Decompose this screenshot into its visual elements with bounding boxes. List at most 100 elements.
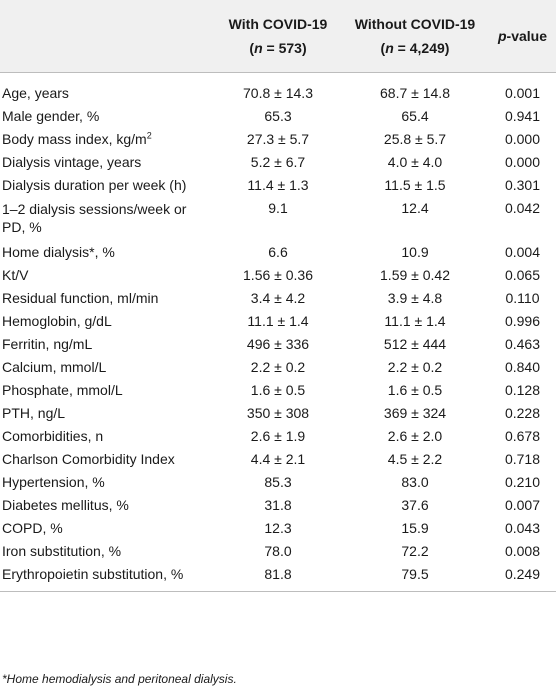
spacer-cell [0,73,556,82]
header-with-covid-title: With COVID-19 [228,16,328,32]
row-label: Charlson Comorbidity Index [0,447,215,470]
cell-with-covid: 4.4 ± 2.1 [250,450,306,467]
cell-with-covid: 1.6 ± 0.5 [250,381,306,398]
cell-without-covid: 11.5 ± 1.5 [384,176,446,193]
row-label: Home dialysis*, % [0,240,215,263]
row-label-superscript: 2 [146,129,152,140]
cell-without-covid: 4.0 ± 4.0 [387,153,443,170]
table-row: Kt/V 1.56 ± 0.36 1.59 ± 0.42 0.065 [0,263,556,286]
cell-without-covid: 1.59 ± 0.42 [380,266,450,283]
header-cell-with-covid: With COVID-19 (n = 573) [215,0,341,73]
cell-without-covid: 12.4 [401,200,429,216]
cell-without-covid: 72.2 [401,542,429,559]
row-label-text: COPD, % [2,519,63,536]
cell-p-value: 0.840 [504,358,541,375]
paren-open: ( [249,40,255,56]
row-label-text: Erythropoietin substitution, % [2,565,184,582]
cell-p-value: 0.210 [504,473,541,490]
data-table: With COVID-19 (n = 573) Without COVID-19… [0,0,556,592]
cell-without-covid: 2.6 ± 2.0 [387,427,443,444]
row-label: Ferritin, ng/mL [0,332,215,355]
cell-without-covid: 2.2 ± 0.2 [387,358,443,375]
row-label-text: Kt/V [2,266,29,283]
table-row: 1–2 dialysis sessions/week or PD, % 9.1 12.… [0,196,556,240]
cell-with-covid: 496 ± 336 [246,335,310,352]
row-label: Body mass index, kg/m2 [0,127,215,150]
cell-without-covid: 68.7 ± 14.8 [380,84,450,101]
row-label-text: Hypertension, % [2,473,105,490]
table-row: Calcium, mmol/L 2.2 ± 0.2 2.2 ± 0.2 0.840 [0,355,556,378]
cell-p-value: 0.941 [504,107,541,124]
p-symbol: p [497,28,507,44]
cell-without-covid: 37.6 [401,496,429,513]
header-cell-p-value: p-value [489,0,556,73]
row-label-text: Age, years [2,84,69,101]
row-label: Dialysis vintage, years [0,150,215,173]
row-label: Kt/V [0,263,215,286]
row-label: PTH, ng/L [0,401,215,424]
row-label: COPD, % [0,516,215,539]
cell-without-covid: 65.4 [401,107,429,124]
cell-with-covid: 31.8 [264,496,292,513]
row-label-text: Ferritin, ng/mL [2,335,93,352]
cell-without-covid: 11.1 ± 1.4 [384,312,446,329]
row-label: Age, years [0,81,215,104]
count-value: = 573) [262,40,307,56]
cell-with-covid: 3.4 ± 4.2 [250,289,306,306]
cell-without-covid: 512 ± 444 [383,335,447,352]
table-row: Erythropoietin substitution, % 81.8 79.5 0.… [0,562,556,592]
header-without-covid-count: (n = 4,249) [341,36,489,60]
cell-p-value: 0.996 [504,312,541,329]
cell-p-value: 0.718 [504,450,541,467]
cell-p-value: 0.042 [504,200,541,216]
cell-without-covid: 25.8 ± 5.7 [383,130,447,147]
cell-with-covid: 6.6 [268,243,288,260]
cell-p-value: 0.000 [504,153,541,170]
row-label: Residual function, ml/min [0,286,215,309]
row-label-text: Male gender, % [2,107,100,124]
cell-without-covid: 369 ± 324 [383,404,447,421]
table-row: Age, years 70.8 ± 14.3 68.7 ± 14.8 0.001 [0,81,556,104]
row-label: Hypertension, % [0,470,215,493]
header-cell-without-covid: Without COVID-19 (n = 4,249) [341,0,489,73]
cell-with-covid: 85.3 [264,473,292,490]
paren-open: ( [380,40,386,56]
row-label-text: Home dialysis*, % [2,243,115,260]
cell-without-covid: 83.0 [401,473,429,490]
row-label: Phosphate, mmol/L [0,378,215,401]
cell-p-value: 0.128 [504,381,541,398]
cell-p-value: 0.007 [504,496,541,513]
row-label-text: Calcium, mmol/L [2,358,107,375]
cell-with-covid: 5.2 ± 6.7 [250,153,306,170]
n-symbol: n [254,40,263,56]
row-label-text: Hemoglobin, g/dL [2,312,112,329]
row-label-text: Dialysis duration per week (h) [2,176,187,193]
cell-without-covid: 79.5 [341,562,489,592]
spacer-row [0,73,556,82]
row-label-text: Phosphate, mmol/L [2,381,123,398]
row-label: Hemoglobin, g/dL [0,309,215,332]
header-without-covid-title: Without COVID-19 [354,16,476,32]
row-label-line1: 1–2 dialysis sessions/week or [2,201,187,217]
row-label-text: Dialysis vintage, years [2,153,142,170]
row-label: Erythropoietin substitution, % [0,562,215,592]
cell-without-covid: 1.6 ± 0.5 [387,381,443,398]
count-value: = 4,249) [393,40,450,56]
cell-without-covid: 10.9 [401,243,429,260]
table-footnote: *Home hemodialysis and peritoneal dialys… [2,672,237,686]
row-label-text: Body mass index, kg/m [2,130,147,147]
cell-with-covid: 12.3 [264,519,292,536]
cell-p-value: 0.004 [504,243,541,260]
table-row: Residual function, ml/min 3.4 ± 4.2 3.9 ± … [0,286,556,309]
table-body: Age, years 70.8 ± 14.3 68.7 ± 14.8 0.001 Mal… [0,73,556,592]
cell-p-value: 0.001 [504,84,541,101]
row-label-text: Residual function, ml/min [2,289,159,306]
cell-with-covid: 70.8 ± 14.3 [243,84,313,101]
cell-with-covid: 350 ± 308 [246,404,310,421]
cell-with-covid: 1.56 ± 0.36 [243,266,313,283]
row-label: Iron substitution, % [0,539,215,562]
table-row: Phosphate, mmol/L 1.6 ± 0.5 1.6 ± 0.5 0.128 [0,378,556,401]
cell-p-value: 0.249 [489,562,556,592]
table-row: COPD, % 12.3 15.9 0.043 [0,516,556,539]
